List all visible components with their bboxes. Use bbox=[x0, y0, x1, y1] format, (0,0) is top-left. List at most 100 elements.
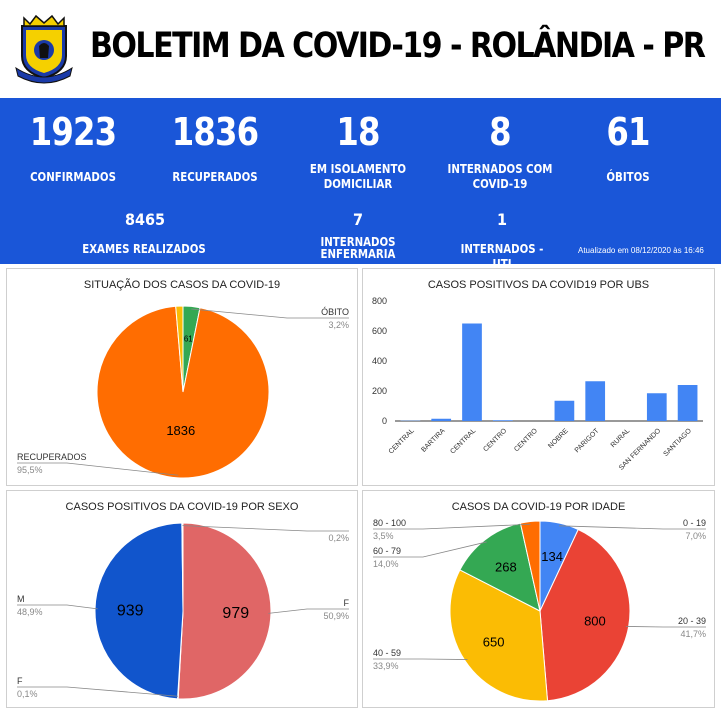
obitos-label: ÓBITOS bbox=[606, 170, 650, 184]
legend-percent-3: 0,2% bbox=[328, 533, 349, 543]
x-tick-label-5: NOBRE bbox=[547, 427, 570, 450]
data-label-1: 1836 bbox=[166, 423, 195, 438]
legend-label-2: M bbox=[17, 594, 25, 604]
stat-uti: 1 bbox=[442, 210, 562, 229]
stat-internados: 8 INTERNADOS COM COVID-19 bbox=[432, 110, 568, 192]
recuperados-value: 1836 bbox=[171, 110, 259, 154]
city-crest-icon bbox=[15, 14, 73, 84]
x-tick-label-6: PARIGOT bbox=[574, 427, 601, 454]
legend-percent-4: 3,5% bbox=[373, 531, 394, 541]
pie-chart-idade: 134 0 - 19 7,0% 800 20 - 39 41,7% 650 40 - 59 33… bbox=[373, 518, 706, 702]
uti-label: INTERNADOS - UTI bbox=[460, 242, 544, 271]
y-tick-label-2: 400 bbox=[372, 356, 387, 366]
x-tick-label-1: BARTIRA bbox=[420, 427, 447, 454]
uti-value: 1 bbox=[496, 210, 508, 229]
isolamento-value: 18 bbox=[336, 110, 380, 154]
pie-slice-1 bbox=[96, 305, 270, 479]
panel-idade: CASOS DA COVID-19 POR IDADE 134 0 - 19 7,0… bbox=[362, 490, 715, 708]
leader-line-0 bbox=[268, 608, 349, 614]
bar-8 bbox=[646, 393, 667, 421]
confirmados-label: CONFIRMADOS bbox=[30, 170, 116, 184]
x-tick-label-3: CENTRO bbox=[482, 427, 508, 453]
leader-line-3 bbox=[373, 541, 487, 558]
data-label-2: 939 bbox=[117, 602, 144, 619]
exames-value: 8465 bbox=[124, 210, 166, 229]
legend-percent-2: 33,9% bbox=[373, 661, 399, 671]
y-tick-label-3: 600 bbox=[372, 326, 387, 336]
pie-slice-3 bbox=[459, 522, 541, 612]
x-tick-label-0: CENTRAL bbox=[388, 427, 416, 455]
bar-3 bbox=[492, 420, 513, 421]
pie-chart-sexo: 979 F 50,9% F 0,1% 939 M 48,9% 0,2% bbox=[17, 522, 350, 700]
leader-line-2 bbox=[17, 604, 98, 610]
leader-line-1 bbox=[17, 686, 179, 697]
pie-slice-1 bbox=[539, 528, 631, 702]
chart-title-idade: CASOS DA COVID-19 POR IDADE bbox=[451, 501, 626, 513]
page-title: BOLETIM DA COVID-19 - ROLÂNDIA - PR bbox=[90, 26, 706, 66]
bar-6 bbox=[585, 381, 606, 421]
bar-1 bbox=[431, 418, 452, 421]
pie-chart-situacao: 61 ÓBITO 3,2% 1836 RECUPERADOS 95,5% bbox=[17, 305, 349, 479]
bar-9 bbox=[677, 385, 698, 421]
exames-label-wrap: EXAMES REALIZADOS bbox=[64, 242, 224, 257]
y-tick-label-4: 800 bbox=[372, 296, 387, 306]
chart-title-ubs: CASOS POSITIVOS DA COVID19 POR UBS bbox=[427, 279, 650, 291]
x-tick-label-4: CENTRO bbox=[513, 427, 539, 453]
bar-2 bbox=[462, 323, 482, 421]
updated-timestamp: Atualizado em 08/12/2020 às 16:46 bbox=[578, 246, 704, 255]
confirmados-value: 1923 bbox=[29, 110, 117, 154]
bar-5 bbox=[554, 400, 575, 421]
internados-label-2: COVID-19 bbox=[472, 177, 528, 191]
stat-confirmados: 1923 CONFIRMADOS bbox=[20, 110, 126, 185]
stats-band: 1923 CONFIRMADOS 1836 RECUPERADOS 18 EM … bbox=[0, 98, 721, 271]
leader-line-1 bbox=[17, 462, 179, 476]
chart-title-sexo: CASOS POSITIVOS DA COVID-19 POR SEXO bbox=[65, 501, 299, 513]
pie-slice-4 bbox=[519, 520, 541, 612]
data-label-1: 800 bbox=[584, 613, 606, 628]
panel-sexo: CASOS POSITIVOS DA COVID-19 POR SEXO 979… bbox=[6, 490, 358, 708]
data-label-0: 134 bbox=[541, 549, 563, 564]
data-label-3: 268 bbox=[495, 559, 517, 574]
legend-label-4: 80 - 100 bbox=[373, 518, 406, 528]
legend-label-0: ÓBITO bbox=[321, 307, 349, 317]
x-tick-label-9: SANTIAGO bbox=[662, 427, 693, 458]
stat-exames: 8465 bbox=[100, 210, 190, 229]
panel-situacao: SITUAÇÃO DOS CASOS DA COVID-19 61 ÓBITO 3,… bbox=[6, 268, 358, 486]
x-tick-label-2: CENTRAL bbox=[449, 427, 477, 455]
internados-label-1: INTERNADOS COM bbox=[447, 162, 553, 176]
stat-enfermaria: 7 INTERNADOS ENFERMARIA bbox=[298, 210, 418, 262]
legend-label-1: RECUPERADOS bbox=[17, 452, 87, 462]
data-label-2: 650 bbox=[483, 635, 505, 650]
legend-label-1: F bbox=[17, 676, 23, 686]
leader-line-0 bbox=[558, 525, 706, 530]
enfermaria-label-1: INTERNADOS bbox=[320, 235, 396, 249]
pie-slice-3 bbox=[181, 522, 184, 612]
header: BOLETIM DA COVID-19 - ROLÂNDIA - PR bbox=[0, 0, 721, 98]
chart-title-situacao: SITUAÇÃO DOS CASOS DA COVID-19 bbox=[83, 279, 281, 291]
stat-isolamento: 18 EM ISOLAMENTO DOMICILIAR bbox=[298, 110, 418, 192]
legend-percent-0: 3,2% bbox=[328, 320, 349, 330]
legend-percent-2: 48,9% bbox=[17, 607, 43, 617]
uti-label-wrap: INTERNADOS - UTI bbox=[442, 242, 562, 272]
legend-label-3: 60 - 79 bbox=[373, 546, 401, 556]
legend-percent-3: 14,0% bbox=[373, 559, 399, 569]
legend-label-0: F bbox=[344, 598, 350, 608]
legend-percent-1: 41,7% bbox=[680, 629, 706, 639]
recuperados-label: RECUPERADOS bbox=[172, 170, 258, 184]
pie-slice-2 bbox=[175, 305, 184, 393]
data-label-0: 61 bbox=[184, 335, 193, 344]
legend-label-0: 0 - 19 bbox=[683, 518, 706, 528]
leader-line-1 bbox=[625, 626, 706, 628]
legend-percent-1: 0,1% bbox=[17, 689, 38, 699]
exames-label: EXAMES REALIZADOS bbox=[82, 242, 206, 256]
y-tick-label-1: 200 bbox=[372, 386, 387, 396]
obitos-value: 61 bbox=[606, 110, 650, 154]
stat-obitos: 61 ÓBITOS bbox=[588, 110, 668, 185]
internados-value: 8 bbox=[489, 110, 511, 154]
isolamento-label-2: DOMICILIAR bbox=[323, 177, 393, 191]
isolamento-label-1: EM ISOLAMENTO bbox=[309, 162, 407, 176]
legend-label-1: 20 - 39 bbox=[678, 616, 706, 626]
leader-line-3 bbox=[182, 525, 349, 532]
legend-label-2: 40 - 59 bbox=[373, 648, 401, 658]
stat-recuperados: 1836 RECUPERADOS bbox=[160, 110, 270, 185]
